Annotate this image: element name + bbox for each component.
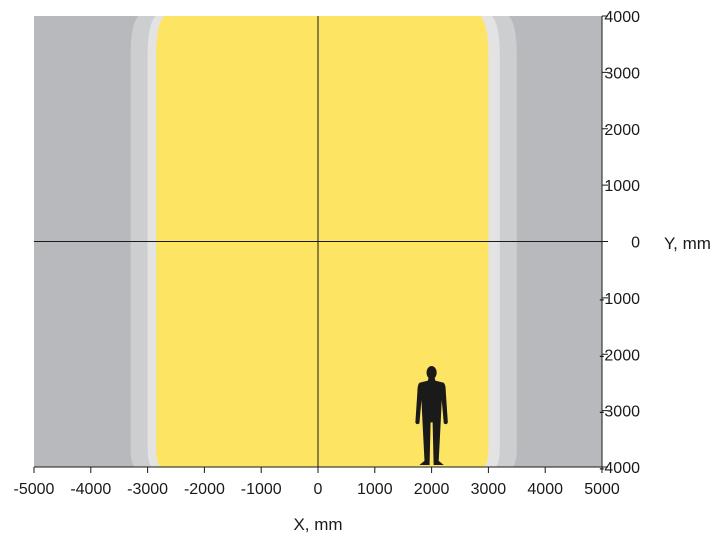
person-body: [415, 380, 448, 465]
y-tick-label: -4000: [599, 460, 640, 477]
y-tick-label: 3000: [604, 65, 640, 82]
x-tick-label: 4000: [527, 481, 563, 498]
x-axis-title: X, mm: [293, 515, 342, 534]
y-axis-title: Y, mm: [664, 234, 711, 253]
x-tick-label: -5000: [14, 481, 55, 498]
y-tick-label: -3000: [599, 404, 640, 421]
x-tick-label: 2000: [414, 481, 450, 498]
x-axis: -5000 -4000 -3000 -2000 -1000 0 1000 2000 3000 40…: [14, 466, 620, 498]
x-tick-label: 0: [314, 481, 323, 498]
y-tick-label: 4000: [604, 9, 640, 26]
y-axis: 4000 3000 2000 1000 0 -1000 -2000 -3000 -4000: [599, 9, 640, 477]
x-tick-label: -2000: [184, 481, 225, 498]
person-neck: [427, 377, 436, 382]
y-tick-label: 1000: [604, 178, 640, 195]
person-head: [426, 366, 437, 380]
y-tick-label: -2000: [599, 347, 640, 364]
x-tick-label: -4000: [70, 481, 111, 498]
person-silhouette-icon: [415, 366, 448, 465]
y-tick-label: 0: [631, 235, 640, 252]
x-tick-label: 5000: [584, 481, 620, 498]
x-tick-label: -3000: [127, 481, 168, 498]
center-axes: [34, 16, 602, 467]
x-tick-label: 3000: [471, 481, 507, 498]
x-tick-label: -1000: [241, 481, 282, 498]
person-figure: [415, 366, 448, 465]
y-tick-label: 2000: [604, 122, 640, 139]
x-tick-label: 1000: [357, 481, 393, 498]
y-tick-label: -1000: [599, 291, 640, 308]
